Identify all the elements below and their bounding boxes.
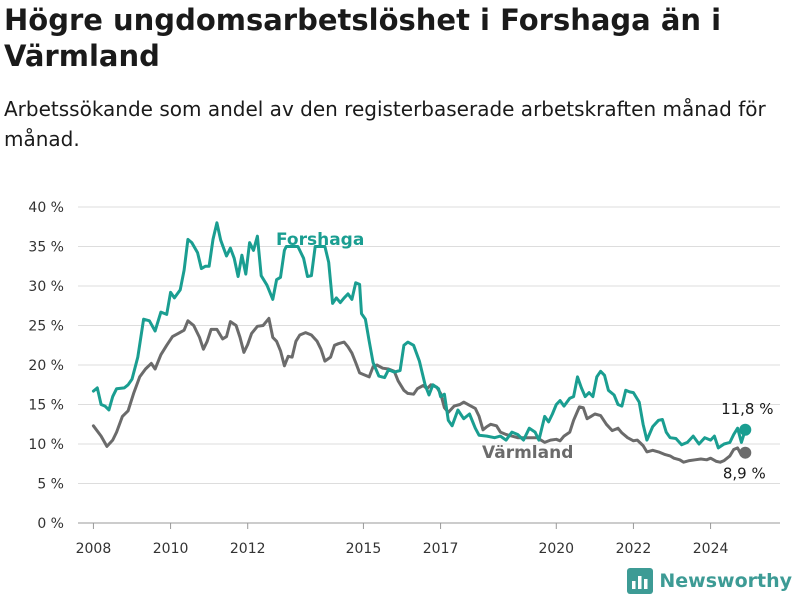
y-tick-label: 40 % — [28, 200, 64, 216]
newsworthy-logo-text: Newsworthy — [659, 570, 792, 592]
x-tick-label: 2010 — [153, 541, 189, 557]
y-tick-label: 25 % — [28, 319, 64, 335]
y-tick-label: 20 % — [28, 358, 64, 374]
chart-subtitle: Arbetssökande som andel av den registerb… — [4, 97, 766, 151]
y-tick-label: 15 % — [28, 398, 64, 414]
end-point-varmland — [739, 446, 752, 459]
y-tick-label: 0 % — [37, 516, 64, 532]
x-tick-label: 2008 — [76, 541, 112, 557]
series-lines — [91, 221, 752, 464]
series-label-forshaga: Forshaga — [276, 230, 364, 250]
x-tick-label: 2022 — [616, 541, 652, 557]
newsworthy-logo-icon — [627, 568, 654, 594]
end-label-forshaga: 11,8 % — [721, 400, 773, 418]
grid-lines — [78, 206, 780, 524]
end-label-varmland: 8,9 % — [723, 465, 766, 483]
series-label-varmland: Värmland — [482, 443, 573, 463]
x-axis-ticks: 2008 2010 2012 2015 2017 2020 2022 2024 — [76, 523, 729, 557]
newsworthy-logo: Newsworthy — [627, 568, 792, 594]
end-point-forshaga — [739, 423, 752, 436]
y-tick-label: 10 % — [28, 437, 64, 453]
series-line-varmland — [91, 316, 747, 464]
y-axis-ticks: 0 % 5 % 10 % 15 % 20 % 25 % 30 % 35 % 40 % — [28, 200, 64, 532]
y-tick-label: 5 % — [37, 477, 64, 493]
x-tick-label: 2024 — [693, 541, 729, 557]
series-labels: Forshaga Värmland 11,8 % 8,9 % — [276, 230, 773, 483]
x-tick-label: 2020 — [538, 541, 574, 557]
series-line-forshaga — [91, 221, 747, 450]
chart-title: Högre ungdomsarbetslöshet i Forshaga än … — [4, 3, 722, 73]
x-tick-label: 2017 — [423, 541, 459, 557]
y-tick-label: 35 % — [28, 240, 64, 256]
y-tick-label: 30 % — [28, 279, 64, 295]
x-tick-label: 2012 — [230, 541, 266, 557]
x-tick-label: 2015 — [346, 541, 382, 557]
